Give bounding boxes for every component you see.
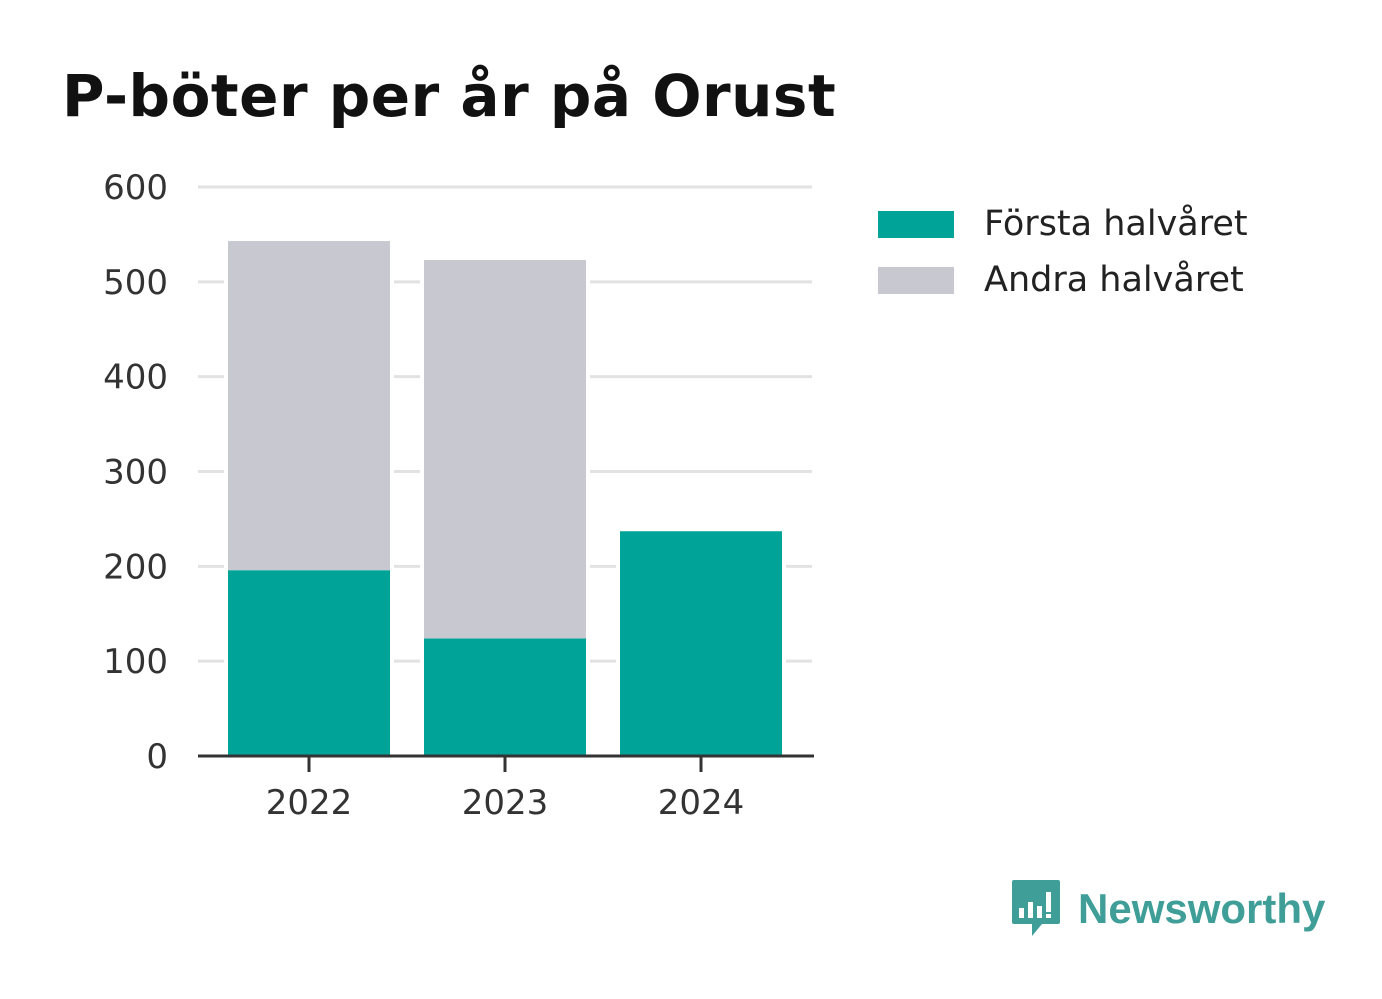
bar-2023-second-half bbox=[424, 260, 586, 639]
legend-label: Första halvåret bbox=[984, 204, 1248, 244]
legend-label: Andra halvåret bbox=[984, 260, 1244, 300]
y-tick-label: 600 bbox=[103, 168, 168, 208]
y-tick-label: 500 bbox=[103, 263, 168, 303]
chart-title: P-böter per år på Orust bbox=[62, 62, 837, 130]
legend: Första halvåret Andra halvåret bbox=[878, 196, 1248, 308]
bar-2023-first-half bbox=[424, 638, 586, 756]
x-tick-label: 2024 bbox=[658, 783, 745, 823]
bars bbox=[224, 241, 786, 756]
y-tick-label: 100 bbox=[103, 642, 168, 682]
legend-item-first-half: Första halvåret bbox=[878, 196, 1248, 252]
bar-2022-second-half bbox=[228, 241, 390, 571]
legend-swatch-teal-icon bbox=[878, 210, 954, 238]
bar-2024-first-half bbox=[620, 531, 782, 756]
bar-2022-first-half bbox=[228, 570, 390, 756]
y-tick-label: 0 bbox=[146, 737, 168, 777]
legend-swatch-grey-icon bbox=[878, 266, 954, 294]
y-tick-label: 300 bbox=[103, 453, 168, 493]
newsworthy-logo-icon bbox=[1012, 880, 1060, 936]
x-tick-label: 2023 bbox=[462, 783, 549, 823]
x-tick-label: 2022 bbox=[266, 783, 353, 823]
y-tick-label: 400 bbox=[103, 358, 168, 398]
y-tick-label: 200 bbox=[103, 547, 168, 587]
axes: 0 100 200 300 400 500 600 2022 2023 2024 bbox=[103, 168, 814, 823]
legend-item-second-half: Andra halvåret bbox=[878, 252, 1248, 308]
newsworthy-brand: Newsworthy bbox=[1010, 878, 1325, 940]
brand-name: Newsworthy bbox=[1078, 885, 1326, 932]
